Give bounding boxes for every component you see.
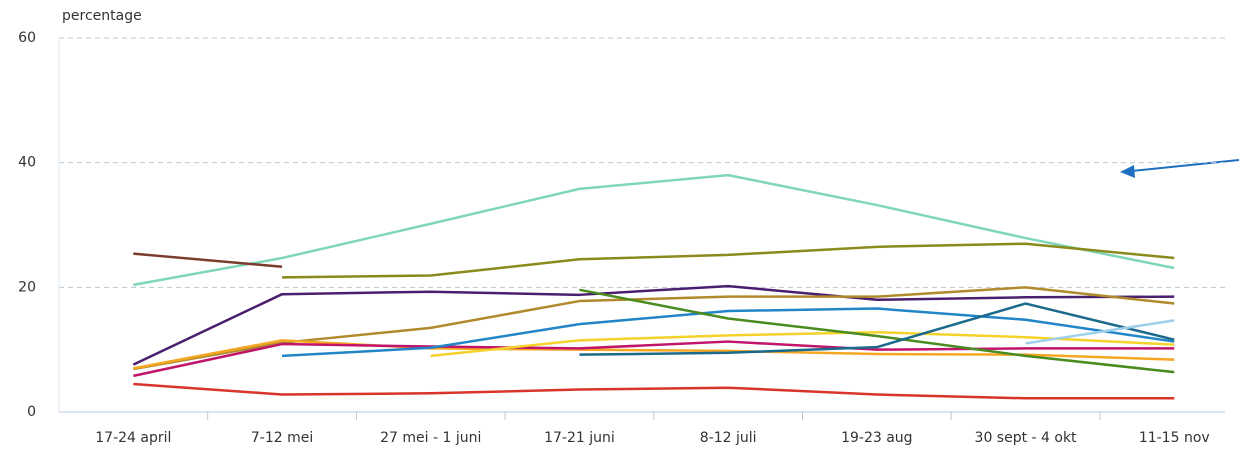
y-tick-label: 20 <box>18 279 36 295</box>
y-axis-label: percentage <box>62 8 142 24</box>
series-line <box>282 242 1175 279</box>
y-tick-label: 0 <box>27 404 36 420</box>
x-tick-label: 30 sept - 4 okt <box>975 430 1078 446</box>
x-tick-label: 11-15 nov <box>1139 430 1210 446</box>
series-line <box>132 284 1175 366</box>
series-line <box>133 286 1175 371</box>
series-line <box>1025 319 1175 345</box>
series-line <box>281 307 1175 358</box>
series-line <box>133 252 283 269</box>
x-tick-label: 8-12 juli <box>700 430 757 446</box>
y-tick-label: 60 <box>18 30 36 46</box>
series-line <box>133 382 1175 400</box>
series-line <box>133 339 1175 370</box>
series-line <box>579 302 1175 356</box>
series-line <box>133 173 1175 287</box>
series-line <box>133 340 1175 378</box>
x-tick-label: 7-12 mei <box>251 430 313 446</box>
y-tick-label: 40 <box>18 155 36 171</box>
annotation-arrow <box>1121 159 1239 173</box>
x-tick-label: 19-23 aug <box>841 430 912 446</box>
x-tick-label: 27 mei - 1 juni <box>380 430 481 446</box>
x-tick-label: 17-21 juni <box>544 430 615 446</box>
arrow-head <box>1120 165 1135 178</box>
series-line <box>579 288 1175 374</box>
x-tick-label: 17-24 april <box>95 430 171 446</box>
